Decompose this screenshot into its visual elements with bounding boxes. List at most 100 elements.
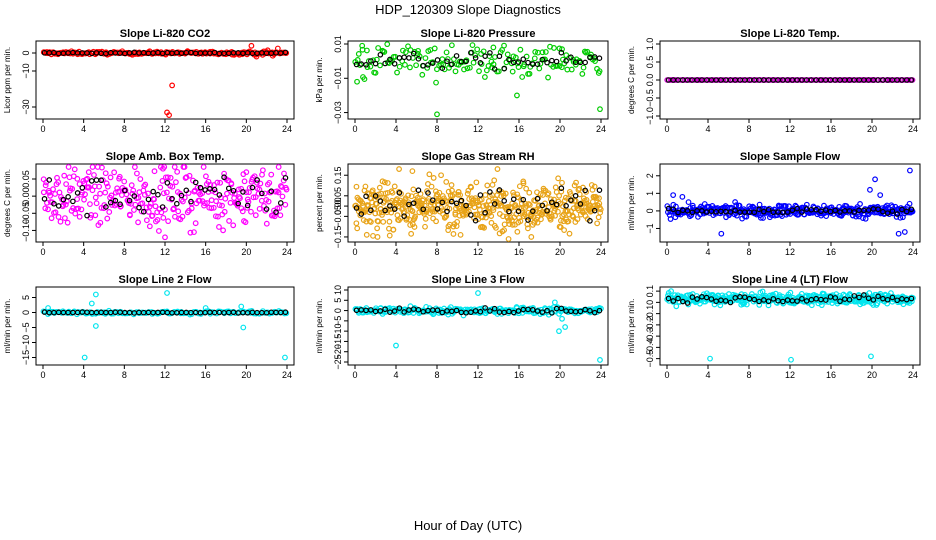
y-tick-label: −25 <box>333 354 343 369</box>
data-point <box>593 195 600 202</box>
data-point <box>491 177 498 184</box>
data-point <box>208 197 215 204</box>
y-tick-label: −0.4 <box>645 338 655 356</box>
data-point <box>518 196 524 203</box>
data-point <box>736 202 743 209</box>
data-point <box>433 218 439 225</box>
data-point <box>594 220 601 227</box>
series-points <box>40 164 290 241</box>
mean-point <box>765 206 772 213</box>
mean-point <box>789 207 796 214</box>
data-point <box>259 167 266 174</box>
mean-point <box>832 207 839 214</box>
y-tick-label: −20 <box>333 344 343 359</box>
data-point <box>42 205 49 212</box>
mean-point <box>506 208 512 215</box>
data-point <box>579 70 586 77</box>
data-point <box>717 302 724 309</box>
mean-point <box>553 58 560 65</box>
data-point <box>572 61 579 68</box>
outlier-point <box>494 166 501 172</box>
y-tick-label: −0.5 <box>645 350 655 368</box>
data-point <box>374 225 381 232</box>
mean-point <box>382 207 388 214</box>
data-point <box>523 185 530 192</box>
mean-point <box>520 56 527 63</box>
data-point <box>596 195 602 202</box>
data-point <box>436 189 443 196</box>
x-tick-label: 16 <box>201 247 211 257</box>
panel-2: Slope Li-820 Pressure kPa per min. 0 4 8 12 16… <box>315 28 609 134</box>
outlier-point <box>264 47 271 54</box>
x-tick-label: 24 <box>596 247 606 257</box>
data-point <box>93 200 100 207</box>
data-point <box>179 213 186 220</box>
data-point <box>414 194 421 201</box>
x-tick-label: 4 <box>81 247 86 257</box>
mean-point <box>680 298 686 305</box>
mean-point <box>501 198 507 204</box>
mean-point <box>444 58 450 65</box>
panel-title: Slope Li-820 Temp. <box>740 28 839 40</box>
data-point <box>181 164 188 170</box>
data-point <box>57 218 64 225</box>
mean-point <box>434 307 441 314</box>
outlier-point <box>877 192 884 198</box>
y-tick-label: 0.01 <box>333 35 343 53</box>
mean-point <box>670 298 677 304</box>
outlier-point <box>867 186 873 193</box>
mean-point <box>756 206 762 213</box>
mean-point <box>472 217 479 224</box>
plot-frame <box>659 163 921 243</box>
data-point <box>422 55 429 61</box>
mean-point <box>150 188 156 195</box>
data-point <box>169 183 176 190</box>
data-point <box>453 205 459 212</box>
data-point <box>430 175 437 181</box>
data-point <box>97 219 104 226</box>
data-point <box>72 210 79 217</box>
data-point <box>146 223 153 230</box>
data-point <box>448 42 455 49</box>
data-point <box>566 230 573 237</box>
data-point <box>365 202 372 209</box>
data-point <box>104 183 111 190</box>
series-points <box>352 166 604 242</box>
mean-point <box>765 298 772 305</box>
data-point <box>415 47 421 54</box>
data-point <box>473 179 480 186</box>
data-point <box>363 47 370 54</box>
mean-point <box>861 292 867 298</box>
mean-point <box>534 61 541 68</box>
y-tick-label: −0.2 <box>645 316 655 334</box>
mean-point <box>846 296 853 303</box>
data-point <box>111 169 118 176</box>
mean-point <box>136 204 142 211</box>
x-tick-label: 8 <box>122 124 127 134</box>
data-point <box>588 51 594 58</box>
data-point <box>69 185 76 192</box>
x-tick-label: 20 <box>555 370 565 380</box>
mean-point <box>558 49 565 56</box>
data-point <box>426 171 433 178</box>
mean-point <box>515 208 522 215</box>
data-point <box>86 184 92 191</box>
data-point <box>561 227 568 234</box>
data-point <box>386 218 393 225</box>
outlier-point <box>514 92 520 99</box>
outlier-point <box>907 167 913 174</box>
mean-point <box>675 295 681 302</box>
x-tick-label: 4 <box>705 247 710 257</box>
data-point <box>146 203 153 210</box>
y-tick-label: 0.5 <box>645 56 655 69</box>
x-tick-label: 4 <box>705 370 710 380</box>
x-tick-label: 4 <box>81 124 86 134</box>
data-point <box>252 194 259 200</box>
mean-point <box>727 299 734 306</box>
x-tick-label: 20 <box>867 247 877 257</box>
data-point <box>130 187 137 194</box>
mean-point <box>482 53 488 59</box>
x-tick-label: 16 <box>826 370 836 380</box>
data-point <box>222 195 229 202</box>
data-point <box>55 179 62 185</box>
